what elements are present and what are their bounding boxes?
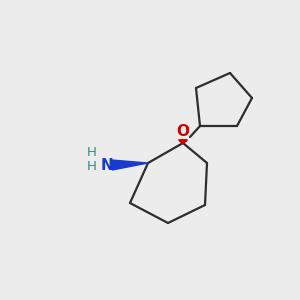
Polygon shape [112,160,148,170]
Text: H: H [87,146,97,158]
Text: O: O [176,124,190,140]
Text: H: H [87,160,97,173]
Text: N: N [100,158,113,172]
